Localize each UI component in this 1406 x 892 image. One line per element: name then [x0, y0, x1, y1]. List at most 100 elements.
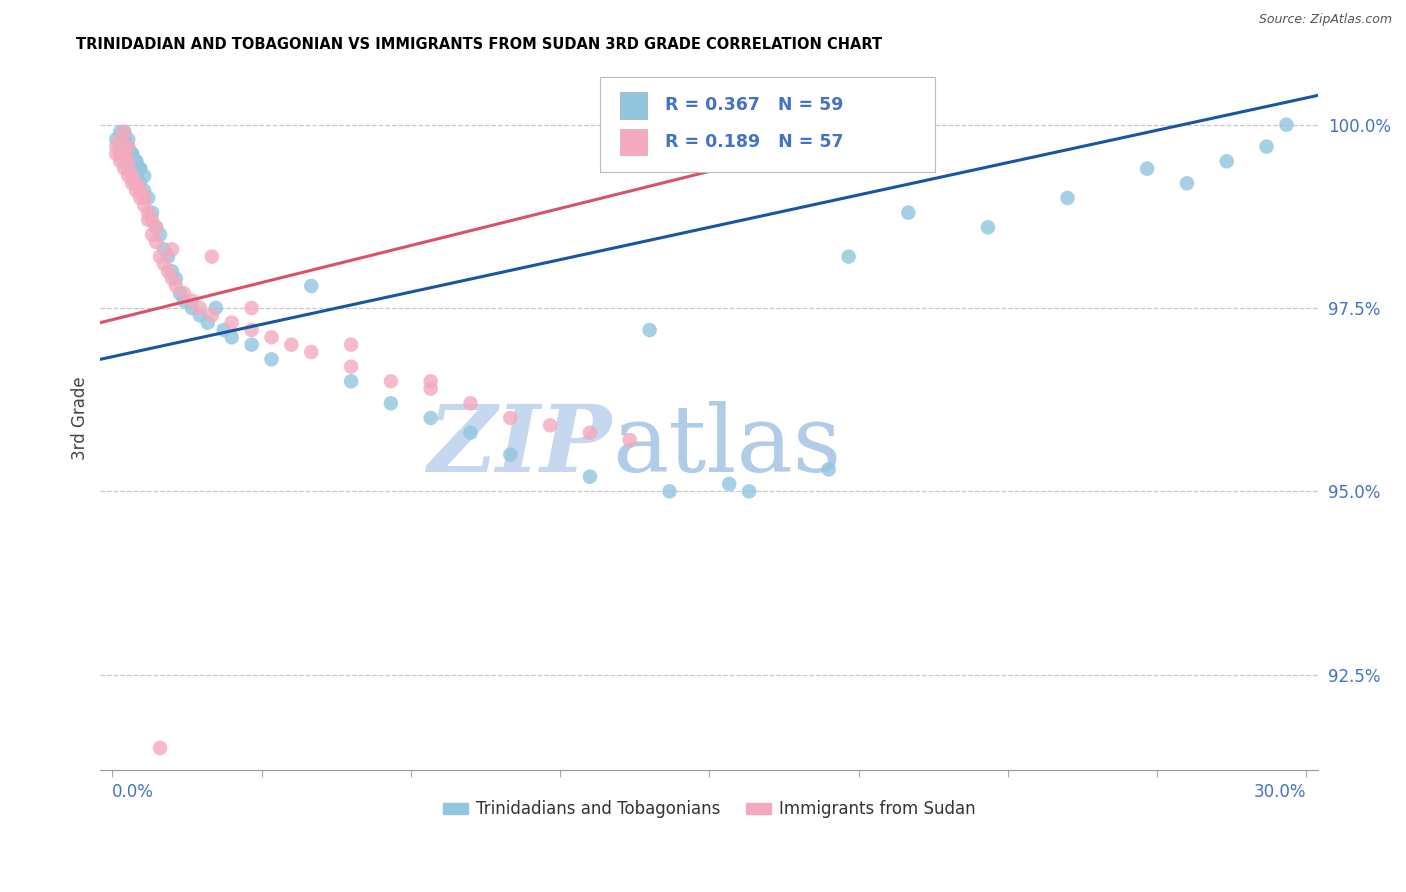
Point — [117, 154, 139, 169]
Point — [145, 220, 167, 235]
Point — [121, 147, 143, 161]
Point — [112, 147, 135, 161]
Point — [240, 301, 263, 315]
Point — [180, 301, 202, 315]
Point — [419, 382, 441, 396]
Point — [136, 191, 159, 205]
Point — [117, 139, 139, 153]
Point — [340, 374, 363, 388]
Point — [141, 227, 163, 242]
Point — [1275, 118, 1298, 132]
Point — [105, 147, 128, 161]
Point — [180, 293, 202, 308]
Point — [156, 250, 179, 264]
Point — [1256, 139, 1278, 153]
Point — [977, 220, 1000, 235]
Point — [134, 191, 156, 205]
Point — [538, 418, 561, 433]
Point — [201, 250, 224, 264]
Point — [129, 191, 152, 205]
Point — [121, 169, 143, 183]
Point — [738, 484, 761, 499]
Point — [125, 176, 148, 190]
Point — [169, 286, 191, 301]
Point — [129, 176, 152, 190]
Point — [173, 286, 195, 301]
Point — [129, 184, 152, 198]
Point — [460, 396, 482, 410]
Point — [141, 205, 163, 219]
Point — [499, 448, 522, 462]
Point — [380, 396, 402, 410]
Point — [117, 154, 139, 169]
Point — [121, 169, 143, 183]
Point — [110, 125, 132, 139]
Point — [1215, 154, 1237, 169]
Point — [125, 154, 148, 169]
FancyBboxPatch shape — [620, 128, 647, 155]
Point — [1136, 161, 1159, 176]
Point — [499, 411, 522, 425]
Point — [110, 139, 132, 153]
Point — [197, 316, 219, 330]
Legend: Trinidadians and Tobagonians, Immigrants from Sudan: Trinidadians and Tobagonians, Immigrants… — [436, 794, 983, 825]
Point — [579, 425, 602, 440]
Point — [153, 242, 176, 256]
Point — [121, 176, 143, 190]
Point — [117, 169, 139, 183]
Point — [117, 139, 139, 153]
Text: ZIP: ZIP — [427, 401, 612, 491]
Point — [419, 374, 441, 388]
FancyBboxPatch shape — [600, 77, 935, 171]
Point — [110, 154, 132, 169]
Point — [160, 271, 183, 285]
Point — [160, 242, 183, 256]
Point — [221, 330, 243, 344]
Point — [579, 469, 602, 483]
Point — [112, 125, 135, 139]
Point — [117, 132, 139, 146]
Point — [204, 301, 226, 315]
Point — [112, 125, 135, 139]
Point — [125, 169, 148, 183]
Point — [134, 184, 156, 198]
Text: 30.0%: 30.0% — [1254, 783, 1306, 801]
Point — [299, 279, 322, 293]
Point — [121, 161, 143, 176]
Point — [110, 132, 132, 146]
Point — [280, 337, 302, 351]
Text: atlas: atlas — [612, 401, 841, 491]
Y-axis label: 3rd Grade: 3rd Grade — [72, 376, 89, 459]
Point — [165, 271, 187, 285]
Point — [340, 359, 363, 374]
Point — [145, 235, 167, 249]
Point — [619, 433, 641, 447]
Point — [173, 293, 195, 308]
Point — [240, 337, 263, 351]
Point — [638, 323, 661, 337]
Text: TRINIDADIAN AND TOBAGONIAN VS IMMIGRANTS FROM SUDAN 3RD GRADE CORRELATION CHART: TRINIDADIAN AND TOBAGONIAN VS IMMIGRANTS… — [76, 37, 882, 53]
Text: Source: ZipAtlas.com: Source: ZipAtlas.com — [1258, 13, 1392, 27]
Point — [718, 477, 741, 491]
Point — [112, 154, 135, 169]
Point — [134, 198, 156, 212]
Point — [419, 411, 441, 425]
Point — [221, 316, 243, 330]
Point — [260, 352, 283, 367]
Point — [460, 425, 482, 440]
Point — [112, 147, 135, 161]
Point — [1175, 176, 1198, 190]
Point — [380, 374, 402, 388]
Point — [1056, 191, 1078, 205]
Point — [134, 169, 156, 183]
Point — [260, 330, 283, 344]
Point — [117, 161, 139, 176]
Point — [112, 161, 135, 176]
Point — [141, 213, 163, 227]
Point — [105, 132, 128, 146]
Point — [121, 147, 143, 161]
Point — [240, 323, 263, 337]
Point — [149, 741, 172, 756]
Point — [212, 323, 235, 337]
Text: 0.0%: 0.0% — [112, 783, 155, 801]
